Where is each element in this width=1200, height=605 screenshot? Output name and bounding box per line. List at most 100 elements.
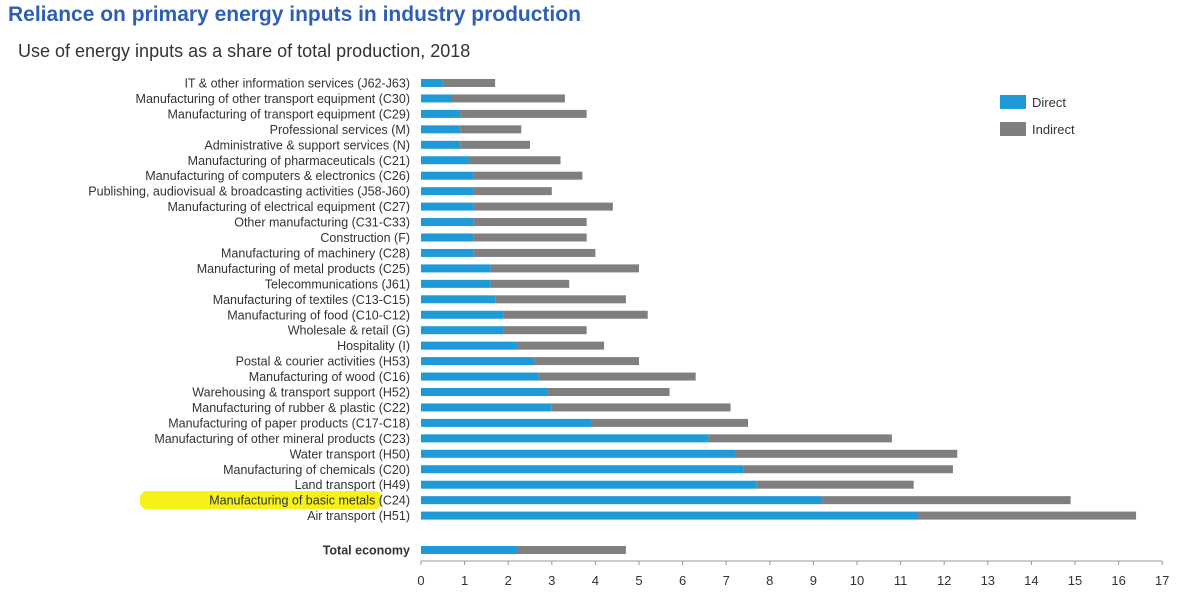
x-tick-label: 14 [1024, 573, 1038, 588]
bar-direct-manufacturing-of-other-transport-equipment-c30 [421, 94, 452, 103]
bar-indirect-land-transport-h49 [756, 480, 914, 489]
bar-indirect-hospitality-i [516, 341, 605, 350]
x-tick-label: 15 [1068, 573, 1082, 588]
bar-indirect-total-economy [516, 546, 626, 554]
x-tick-label: 11 [894, 573, 908, 588]
x-tick-label: 6 [679, 573, 686, 588]
category-label-other-manufacturing-c31-c33: Other manufacturing (C31-C33) [234, 216, 410, 230]
bar-indirect-manufacturing-of-textiles-c13-c15 [495, 295, 626, 304]
bar-indirect-warehousing-transport-support-h52 [547, 388, 670, 396]
bar-direct-water-transport-h50 [421, 449, 735, 458]
category-label-total-economy: Total economy [323, 544, 410, 558]
category-label-manufacturing-of-chemicals-c20: Manufacturing of chemicals (C20) [223, 463, 410, 477]
x-tick-label: 16 [1111, 573, 1125, 588]
category-label-postal-courier-activities-h53: Postal & courier activities (H53) [236, 355, 410, 369]
bar-direct-hospitality-i [421, 341, 517, 350]
bar-direct-manufacturing-of-rubber-plastic-c22 [421, 403, 552, 412]
bar-indirect-construction-f [473, 233, 587, 242]
bar-indirect-other-manufacturing-c31-c33 [473, 218, 587, 227]
bar-direct-professional-services-m [421, 125, 461, 134]
highlight-marker [140, 491, 382, 510]
bar-direct-publishing-audiovisual-broadcasting-activities-j58-j60 [421, 187, 474, 196]
x-tick-label: 9 [810, 573, 817, 588]
bar-direct-administrative-support-services-n [421, 140, 461, 149]
category-label-construction-f: Construction (F) [320, 231, 410, 245]
bar-direct-manufacturing-of-wood-c16 [421, 372, 539, 381]
bar-direct-manufacturing-of-pharmaceuticals-c21 [421, 156, 469, 165]
category-label-manufacturing-of-wood-c16: Manufacturing of wood (C16) [249, 370, 410, 384]
bar-direct-manufacturing-of-basic-metals-c24 [421, 496, 823, 505]
category-label-administrative-support-services-n: Administrative & support services (N) [204, 138, 410, 152]
category-label-manufacturing-of-electrical-equipment-c27: Manufacturing of electrical equipment (C… [168, 200, 410, 214]
bar-indirect-manufacturing-of-other-mineral-products-c23 [708, 434, 892, 443]
bar-direct-manufacturing-of-metal-products-c25 [421, 264, 491, 273]
bar-direct-manufacturing-of-electrical-equipment-c27 [421, 202, 474, 211]
x-tick-label: 2 [505, 573, 512, 588]
bar-direct-other-manufacturing-c31-c33 [421, 218, 474, 227]
bar-direct-wholesale-retail-g [421, 326, 504, 335]
bar-direct-total-economy [421, 546, 517, 554]
chart-subtitle: Use of energy inputs as a share of total… [18, 41, 471, 61]
bar-direct-manufacturing-of-food-c10-c12 [421, 310, 504, 319]
bar-direct-manufacturing-of-textiles-c13-c15 [421, 295, 496, 304]
bar-indirect-manufacturing-of-transport-equipment-c29 [460, 109, 587, 118]
bar-direct-warehousing-transport-support-h52 [421, 388, 548, 396]
bar-indirect-postal-courier-activities-h53 [534, 357, 639, 366]
category-label-manufacturing-of-machinery-c28: Manufacturing of machinery (C28) [221, 246, 410, 260]
bar-indirect-publishing-audiovisual-broadcasting-activities-j58-j60 [473, 187, 552, 196]
bar-indirect-wholesale-retail-g [503, 326, 587, 335]
bar-direct-manufacturing-of-other-mineral-products-c23 [421, 434, 709, 443]
category-label-manufacturing-of-other-transport-equipment-c30: Manufacturing of other transport equipme… [136, 92, 410, 106]
bar-direct-manufacturing-of-computers-electronics-c26 [421, 171, 474, 180]
category-label-manufacturing-of-metal-products-c25: Manufacturing of metal products (C25) [197, 262, 410, 276]
bar-direct-it-other-information-services-j62-j63 [421, 79, 443, 87]
bar-indirect-water-transport-h50 [734, 449, 958, 458]
x-tick-label: 13 [981, 573, 995, 588]
bar-indirect-telecommunications-j61 [490, 279, 570, 288]
legend-label-direct: Direct [1032, 95, 1066, 110]
bar-direct-air-transport-h51 [421, 511, 919, 520]
bar-indirect-manufacturing-of-rubber-plastic-c22 [551, 403, 731, 412]
bar-indirect-manufacturing-of-paper-products-c17-c18 [591, 418, 748, 427]
category-label-manufacturing-of-paper-products-c17-c18: Manufacturing of paper products (C17-C18… [168, 416, 410, 430]
category-label-professional-services-m: Professional services (M) [270, 123, 410, 137]
bar-indirect-manufacturing-of-food-c10-c12 [503, 310, 648, 319]
bar-direct-postal-courier-activities-h53 [421, 357, 535, 366]
bar-direct-manufacturing-of-transport-equipment-c29 [421, 109, 461, 118]
category-label-land-transport-h49: Land transport (H49) [295, 478, 410, 492]
x-tick-label: 1 [461, 573, 468, 588]
category-label-manufacturing-of-transport-equipment-c29: Manufacturing of transport equipment (C2… [168, 107, 411, 121]
x-tick-label: 10 [850, 573, 864, 588]
x-tick-label: 4 [592, 573, 599, 588]
bar-indirect-it-other-information-services-j62-j63 [442, 79, 496, 87]
bar-indirect-professional-services-m [460, 125, 522, 134]
bar-direct-manufacturing-of-chemicals-c20 [421, 465, 744, 474]
bar-indirect-manufacturing-of-machinery-c28 [473, 248, 596, 257]
bar-direct-land-transport-h49 [421, 480, 757, 489]
category-label-wholesale-retail-g: Wholesale & retail (G) [288, 324, 410, 338]
category-label-manufacturing-of-pharmaceuticals-c21: Manufacturing of pharmaceuticals (C21) [188, 154, 410, 168]
bar-indirect-manufacturing-of-wood-c16 [538, 372, 696, 381]
category-label-water-transport-h50: Water transport (H50) [290, 447, 410, 461]
bar-indirect-manufacturing-of-electrical-equipment-c27 [473, 202, 613, 211]
category-label-manufacturing-of-computers-electronics-c26: Manufacturing of computers & electronics… [145, 169, 410, 183]
category-label-air-transport-h51: Air transport (H51) [307, 509, 410, 523]
category-label-manufacturing-of-basic-metals-c24: Manufacturing of basic metals (C24) [209, 494, 410, 508]
x-tick-label: 8 [766, 573, 773, 588]
category-label-warehousing-transport-support-h52: Warehousing & transport support (H52) [192, 386, 410, 400]
category-label-it-other-information-services-j62-j63: IT & other information services (J62-J63… [184, 77, 410, 91]
bar-indirect-manufacturing-of-chemicals-c20 [743, 465, 953, 474]
x-tick-label: 12 [937, 573, 951, 588]
x-tick-label: 3 [548, 573, 555, 588]
x-tick-label: 7 [723, 573, 730, 588]
legend-swatch-direct [1000, 95, 1026, 109]
bar-indirect-administrative-support-services-n [460, 140, 530, 149]
category-label-hospitality-i: Hospitality (I) [337, 339, 410, 353]
category-label-manufacturing-of-other-mineral-products-c23: Manufacturing of other mineral products … [154, 432, 410, 446]
bar-indirect-manufacturing-of-pharmaceuticals-c21 [468, 156, 561, 165]
bar-indirect-manufacturing-of-basic-metals-c24 [822, 496, 1071, 505]
x-tick-label: 5 [635, 573, 642, 588]
bar-indirect-manufacturing-of-metal-products-c25 [490, 264, 639, 273]
bar-indirect-manufacturing-of-computers-electronics-c26 [473, 171, 583, 180]
